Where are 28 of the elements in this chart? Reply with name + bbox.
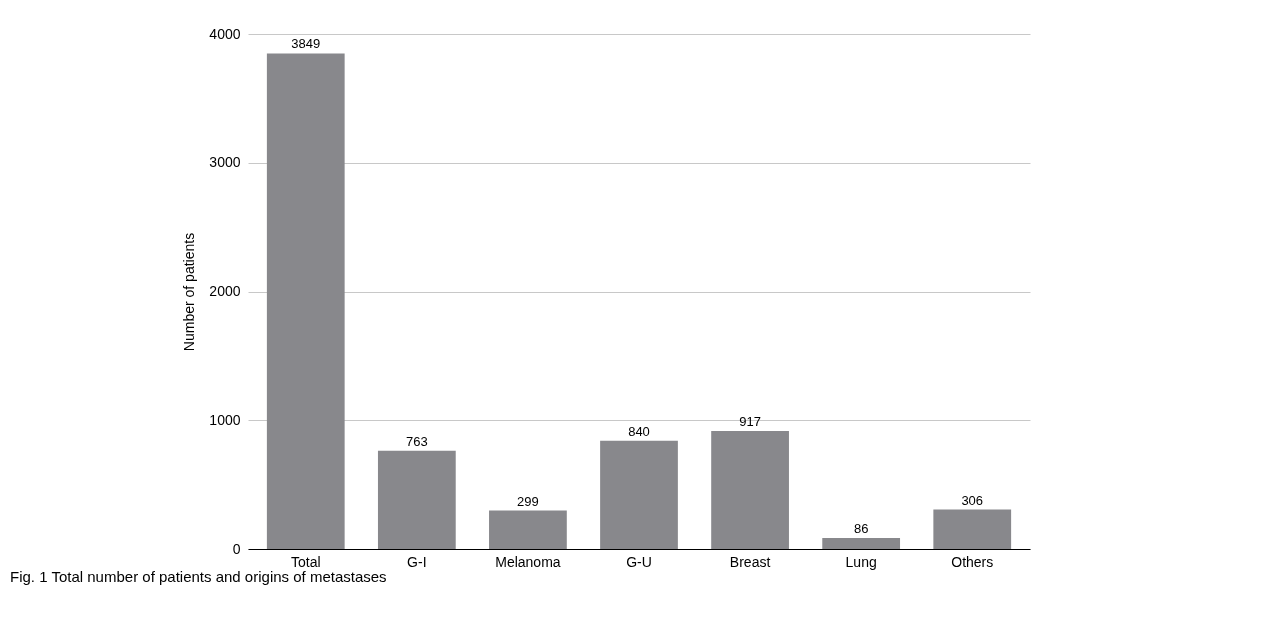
bar — [489, 510, 567, 549]
bar — [377, 450, 456, 549]
data-label: 299 — [517, 493, 539, 509]
x-tick-label: Melanoma — [495, 553, 561, 570]
data-label: 86 — [853, 520, 869, 536]
bar — [600, 440, 678, 549]
y-tick-label: 3000 — [209, 154, 241, 171]
y-tick-label: 2000 — [209, 283, 241, 299]
y-tick-label: 0 — [232, 540, 241, 557]
x-tick-label: G-I — [407, 553, 427, 570]
caption: Fig. 1 Total number of patients and origins of metastases — [10, 568, 387, 585]
data-label: 306 — [961, 492, 984, 508]
bar — [711, 430, 789, 549]
data-label: 840 — [628, 423, 650, 439]
x-tick-label: Lung — [845, 553, 877, 570]
data-label: 917 — [739, 413, 761, 429]
bar — [266, 53, 345, 549]
x-tick-label: G-U — [626, 553, 652, 570]
bar — [822, 537, 901, 549]
data-label: 763 — [405, 433, 428, 449]
data-label: 3849 — [291, 36, 321, 52]
y-tick-label: 1000 — [209, 411, 241, 428]
x-tick-label: Others — [951, 553, 994, 570]
y-tick-label: 4000 — [209, 25, 241, 42]
y-axis-title: Number of patients — [181, 232, 198, 352]
x-tick-label: Breast — [729, 553, 771, 570]
x-tick-label: Total — [290, 553, 321, 570]
bar — [933, 509, 1012, 549]
